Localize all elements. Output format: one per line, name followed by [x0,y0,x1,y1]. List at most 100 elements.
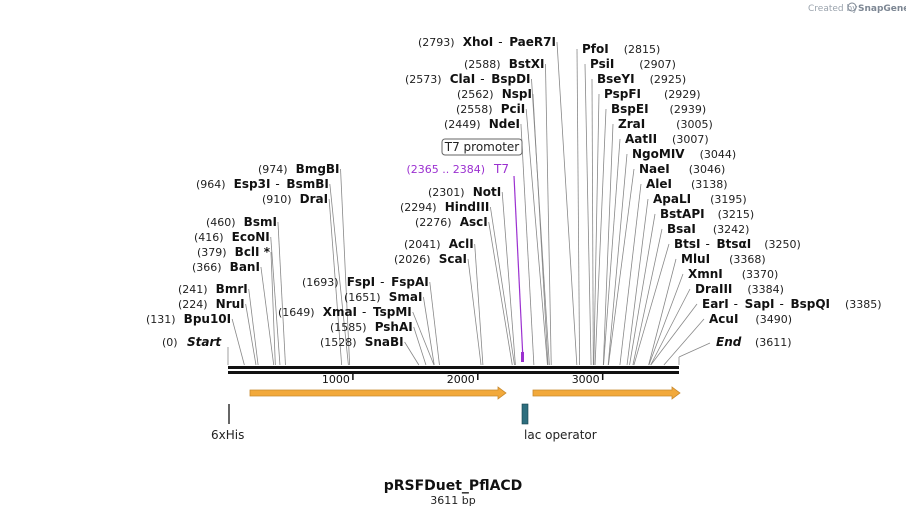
site-leader [328,198,343,366]
site-position: (2939) [670,103,707,116]
site-pcii: (2558) PciI [456,102,525,116]
site-position: (910) [262,193,292,206]
site-draiii: DraIII (3384) [695,282,784,296]
site-esp3i: (964) Esp3I - BsmBI [196,177,329,191]
enzyme-name: SnaBI [365,335,404,349]
site-separator: - [380,275,384,289]
site-separator: - [498,35,502,49]
site-bani: (366) BanI [192,260,260,274]
enzyme-name: NgoMIV [632,147,685,161]
site-clai: (2573) ClaI - BspDI [405,72,531,86]
enzyme-name: FspAI [391,275,429,289]
enzyme-name: BseYI [597,72,635,86]
site-position: (964) [196,178,226,191]
site-position: (224) [178,298,208,311]
site-xmni: XmnI (3370) [688,267,778,281]
site-leader [404,341,420,366]
site-separator: - [705,237,709,251]
site-econi: (416) EcoNI [194,230,270,244]
site-position: (1651) [344,291,381,304]
enzyme-name: XmaI [323,305,357,319]
site-leader [467,258,482,366]
site-bspei: BspEI (2939) [611,102,706,116]
site-position: (1649) [278,306,315,319]
start-label: Start [187,335,222,349]
site-leader [632,228,663,366]
enzyme-name: EcoNI [232,230,270,244]
site-position: (3370) [742,268,779,281]
site-position: (460) [206,216,236,229]
ruler-tick-label: 3000 [572,373,600,386]
site-leader [270,236,281,366]
site-pfoi: PfoI (2815) [582,42,660,56]
site-zrai: ZraI (3005) [618,117,713,131]
site-position: (2301) [428,186,465,199]
site-bseyi: BseYI (2925) [597,72,686,86]
site-position: (2562) [457,88,494,101]
site-leader [413,326,427,366]
site-leader [412,311,435,366]
site-bcli: (379) BclI * [197,245,271,259]
site-acui: AcuI (3490) [709,312,792,326]
enzyme-name: ScaI [439,252,467,266]
site-mlui: MluI (3368) [681,252,766,266]
site-leader [340,168,351,366]
site-bstxi: (2588) BstXI [464,57,544,71]
site-position: (2026) [394,253,431,266]
site-leader [532,93,549,366]
site-leader [423,296,435,366]
credit-prefix: Created by [808,4,858,14]
site-alei: AleI (3138) [646,177,728,191]
site-pshai: (1585) PshAI [330,320,413,334]
site-leader [633,243,670,366]
site-ndei: (2449) NdeI [444,117,520,131]
site-aatii: AatII (3007) [625,132,709,146]
site-position: (2294) [400,201,437,214]
site-position: (2041) [404,238,441,251]
site-fspi: (1693) FspI - FspAI [302,275,429,289]
site-bstapi: BstAPI (3215) [660,207,754,221]
site-nrui: (224) NruI [178,297,245,311]
t7-promoter: T7 promoter (2365 .. 2384) T7 [406,138,524,362]
enzyme-name: AcuI [709,312,738,326]
enzyme-name: PfoI [582,42,609,56]
site-leader [576,48,580,366]
site-leader [231,318,245,366]
enzyme-name: BtsαI [716,237,751,251]
enzyme-name: NruI [216,297,245,311]
site-naei: NaeI (3046) [639,162,725,176]
enzyme-name: TspMI [373,305,412,319]
site-bmri: (241) BmrI [178,282,248,296]
enzyme-name: AleI [646,177,672,191]
t7-promoter-label: T7 promoter [444,140,520,154]
site-leader [594,108,607,366]
enzyme-name: NdeI [489,117,520,131]
site-position: (974) [258,163,288,176]
site-leader [429,281,440,366]
site-noti: (2301) NotI [428,185,501,199]
enzyme-name: EarI [702,297,729,311]
site-leader-lines [227,41,711,366]
cds-arrow-1 [249,386,507,400]
site-leader [626,198,649,366]
site-leader [520,123,535,366]
enzyme-name: BsaI [667,222,696,236]
site-leader [593,93,600,366]
site-position: (3242) [713,223,750,236]
enzyme-name: FspI [347,275,375,289]
site-position: (1528) [320,336,357,349]
site-leader [260,266,275,366]
end-position: (3611) [755,336,792,349]
site-separator: - [779,297,783,311]
lac-operator-label: lac operator [524,428,597,442]
site-position: (366) [192,261,222,274]
site-bsai: BsaI (3242) [667,222,749,236]
site-leader [270,251,276,366]
site-btsi: BtsI - BtsαI (3250) [674,237,801,251]
site-bsmi: (460) BsmI [206,215,277,229]
site-leader [650,288,691,366]
site-position: (3138) [691,178,728,191]
site-separator: - [480,72,484,86]
enzyme-name: NspI [502,87,532,101]
